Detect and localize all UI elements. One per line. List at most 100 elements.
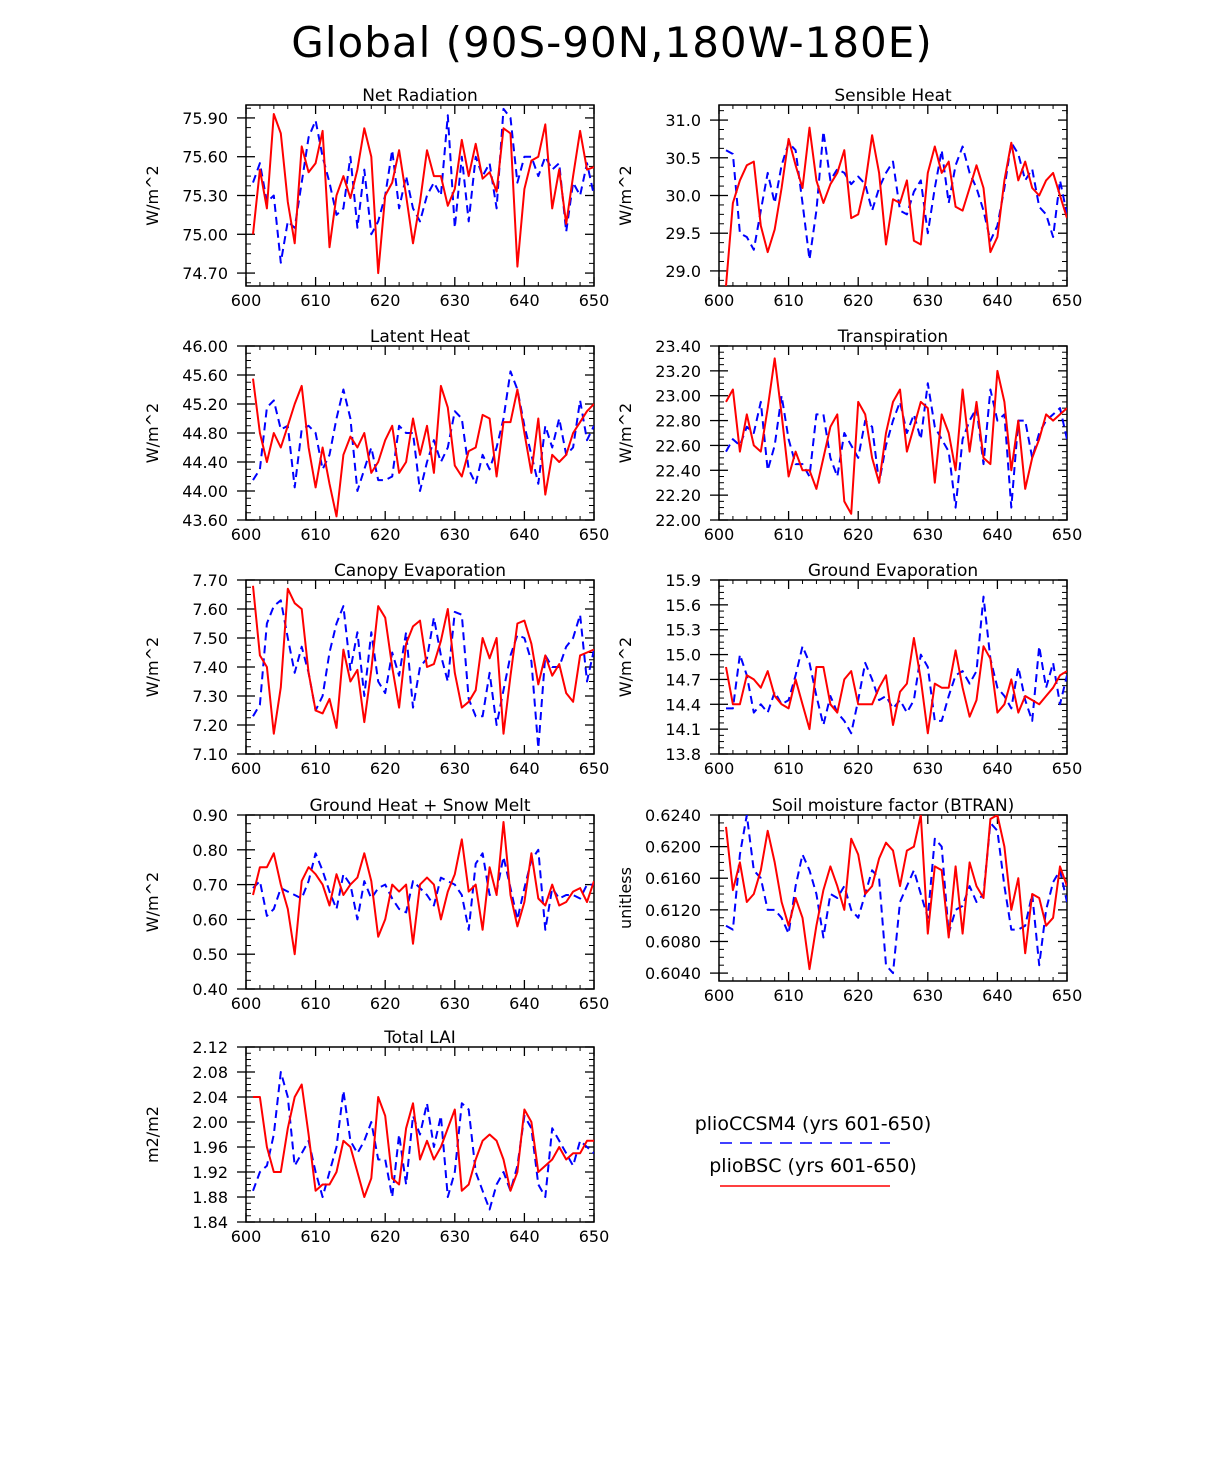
y-tick-label: 75.60	[182, 148, 228, 167]
y-tick-label: 7.10	[192, 745, 228, 764]
x-tick-label: 650	[579, 759, 610, 778]
y-tick-label: 15.3	[665, 621, 701, 640]
panel-title: Total LAI	[383, 1028, 456, 1048]
x-tick-label: 650	[579, 1227, 610, 1246]
y-tick-label: 22.20	[655, 486, 701, 505]
panel-title: Soil moisture factor (BTRAN)	[772, 796, 1015, 816]
y-tick-label: 7.40	[192, 658, 228, 677]
x-tick-label: 600	[231, 759, 262, 778]
x-tick-label: 600	[231, 291, 262, 310]
x-tick-label: 610	[300, 994, 331, 1013]
y-tick-label: 2.04	[192, 1088, 228, 1107]
y-tick-label: 30.5	[665, 149, 701, 168]
x-tick-label: 630	[913, 525, 944, 544]
legend: plioCCSM4 (yrs 601-650) plioBSC (yrs 601-…	[695, 1113, 932, 1187]
x-tick-label: 630	[913, 759, 944, 778]
x-tick-label: 650	[579, 525, 610, 544]
panel-sensible-heat: Sensible Heat 600 610 620 630 640 650 29.0 29.5 3…	[616, 86, 1082, 310]
y-tick-label: 0.40	[192, 980, 228, 999]
panel-title: Net Radiation	[362, 86, 478, 106]
x-tick-label: 630	[913, 986, 944, 1005]
y-tick-label: 0.90	[192, 806, 228, 825]
y-tick-label: 74.70	[182, 264, 228, 283]
y-tick-label: 0.6160	[645, 869, 701, 888]
y-tick-label: 7.20	[192, 716, 228, 735]
panel-total-lai: Total LAI 600 610 620 630 640 650 1.84 1.88 1.92 1…	[143, 1028, 609, 1246]
panel-canopy-evaporation: Canopy Evaporation 600 610 620 630 640 650 7.10…	[143, 561, 609, 778]
x-tick-label: 600	[704, 525, 735, 544]
x-tick-label: 610	[300, 291, 331, 310]
y-tick-label: 1.84	[192, 1213, 228, 1232]
x-tick-label: 610	[773, 986, 804, 1005]
x-tick-label: 610	[300, 1227, 331, 1246]
x-tick-label: 620	[370, 759, 401, 778]
x-tick-label: 600	[704, 291, 735, 310]
x-tick-label: 640	[982, 291, 1013, 310]
y-tick-label: 75.30	[182, 187, 228, 206]
y-tick-label: 46.00	[182, 337, 228, 356]
x-tick-label: 600	[704, 986, 735, 1005]
x-tick-label: 610	[300, 525, 331, 544]
x-tick-label: 620	[370, 994, 401, 1013]
y-tick-label: 0.80	[192, 841, 228, 860]
series-line-pliobsc	[725, 815, 1067, 971]
x-tick-label: 640	[509, 759, 540, 778]
x-tick-label: 650	[579, 291, 610, 310]
panel-title: Ground Evaporation	[808, 561, 978, 581]
x-tick-label: 620	[843, 291, 874, 310]
y-tick-label: 14.4	[665, 695, 701, 714]
y-axis-label: W/m^2	[616, 165, 635, 225]
y-tick-label: 29.5	[665, 224, 701, 243]
series-line-plioccsm4	[725, 130, 1067, 261]
series-line-pliobsc	[725, 126, 1067, 286]
y-tick-label: 2.00	[192, 1113, 228, 1132]
y-tick-label: 15.9	[665, 571, 701, 590]
x-tick-label: 630	[440, 291, 471, 310]
y-tick-label: 1.92	[192, 1163, 228, 1182]
x-tick-label: 610	[773, 759, 804, 778]
series-line-pliobsc	[252, 585, 594, 735]
x-tick-label: 640	[982, 759, 1013, 778]
y-tick-label: 31.0	[665, 111, 701, 130]
y-axis-label: W/m^2	[143, 403, 162, 463]
y-axis-label: W/m^2	[143, 165, 162, 225]
y-tick-label: 0.70	[192, 876, 228, 895]
y-axis-label: W/m^2	[143, 637, 162, 697]
x-tick-label: 640	[982, 986, 1013, 1005]
series-line-pliobsc	[252, 378, 594, 518]
panel-net-radiation: Net Radiation 600 610 620 630 640 650 74.70 75.0…	[143, 86, 609, 310]
series-line-pliobsc	[252, 821, 594, 956]
y-axis-label: W/m^2	[143, 872, 162, 932]
x-tick-label: 620	[370, 1227, 401, 1246]
y-tick-label: 44.40	[182, 453, 228, 472]
plot-frame	[718, 579, 1068, 755]
legend-label: plioCCSM4 (yrs 601-650)	[695, 1113, 932, 1135]
x-tick-label: 620	[370, 291, 401, 310]
y-tick-label: 22.60	[655, 436, 701, 455]
x-tick-label: 630	[913, 291, 944, 310]
y-tick-label: 75.00	[182, 225, 228, 244]
y-tick-label: 0.6200	[645, 838, 701, 857]
y-tick-label: 14.1	[665, 720, 701, 739]
y-tick-label: 14.7	[665, 670, 701, 689]
y-tick-label: 7.60	[192, 600, 228, 619]
panel-title: Sensible Heat	[834, 86, 952, 106]
y-tick-label: 0.6040	[645, 964, 701, 983]
x-tick-label: 640	[509, 291, 540, 310]
series-line-plioccsm4	[252, 1071, 594, 1211]
panel-latent-heat: Latent Heat 600 610 620 630 640 650 43.60 44.00 4…	[143, 327, 609, 544]
panel-transpiration: Transpiration 600 610 620 630 640 650 22.00 22.2…	[616, 327, 1082, 544]
x-tick-label: 640	[509, 525, 540, 544]
x-tick-label: 650	[1052, 525, 1083, 544]
y-tick-label: 44.00	[182, 482, 228, 501]
y-tick-label: 22.80	[655, 412, 701, 431]
y-tick-label: 29.0	[665, 262, 701, 281]
panel-title: Latent Heat	[370, 327, 471, 347]
series-line-plioccsm4	[252, 107, 594, 264]
x-tick-label: 610	[773, 525, 804, 544]
plot-frame	[718, 345, 1068, 521]
panel-title: Ground Heat + Snow Melt	[309, 796, 530, 816]
x-tick-label: 630	[440, 1227, 471, 1246]
y-tick-label: 22.40	[655, 461, 701, 480]
